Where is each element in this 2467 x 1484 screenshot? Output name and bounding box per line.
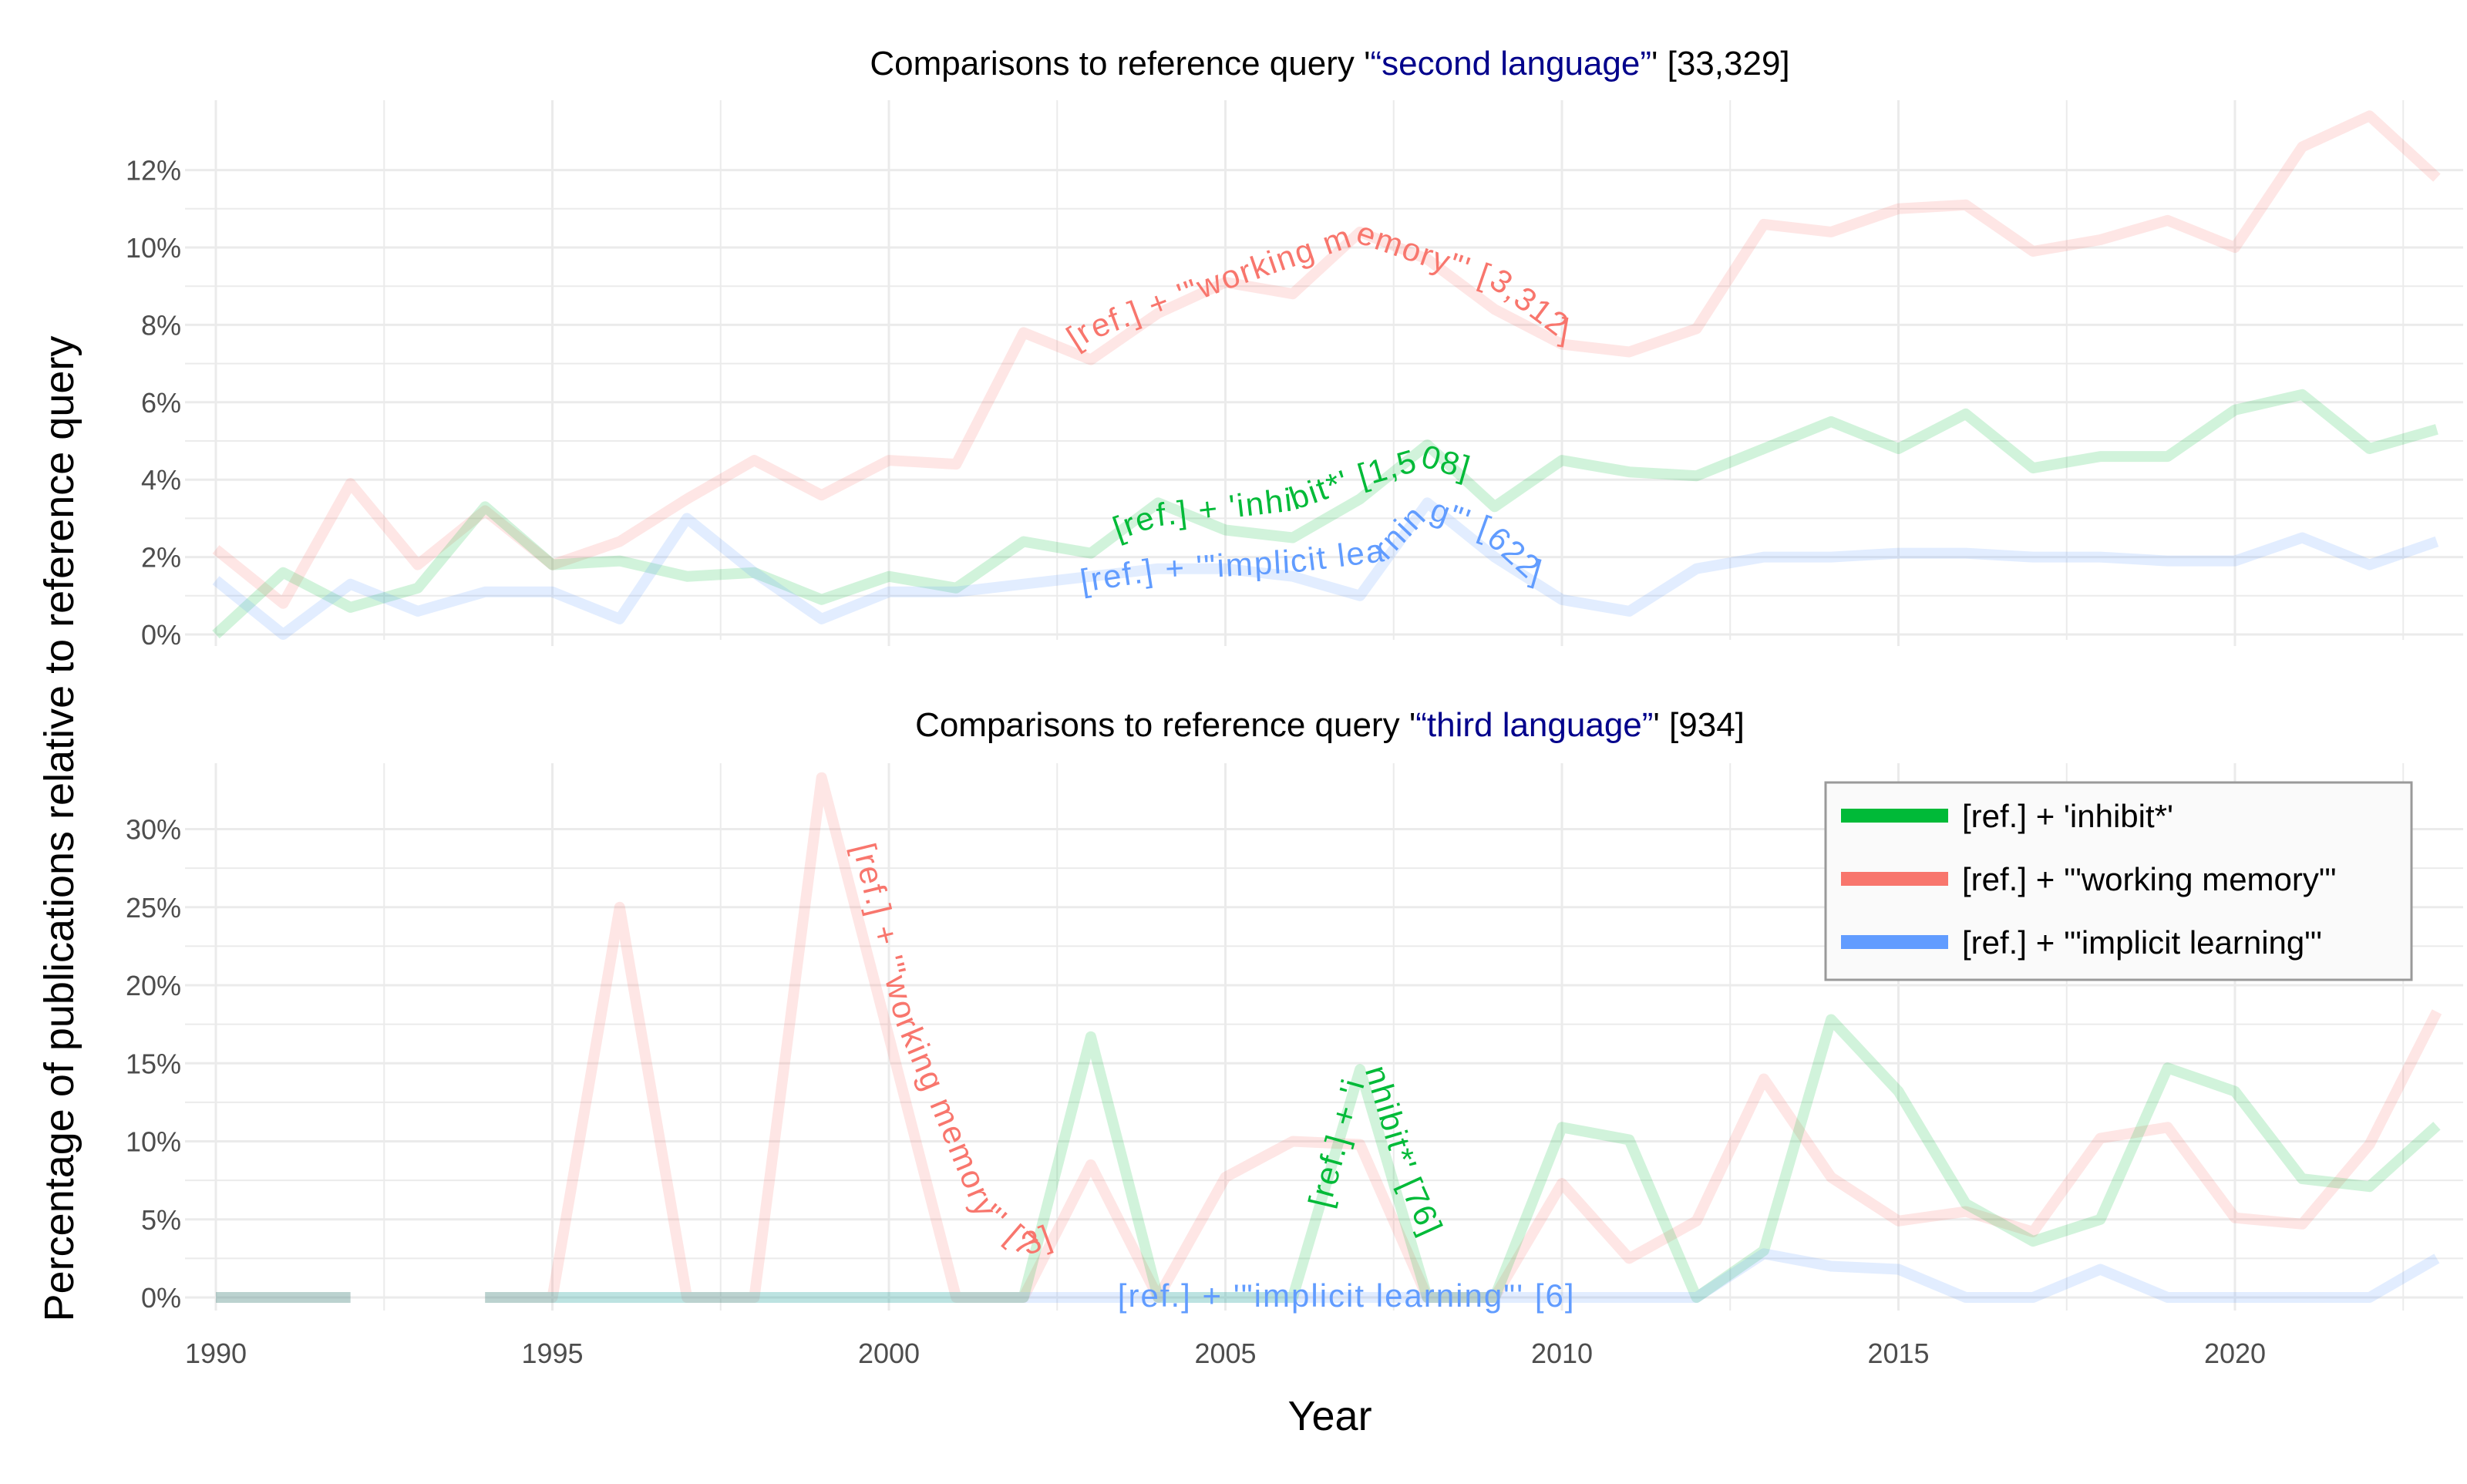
y-tick-label: 30% (126, 814, 181, 846)
legend-label-implicit-learning: [ref.] + '"implicit learning"' (1962, 924, 2322, 961)
legend: [ref.] + 'inhibit*' [ref.] + '"working me… (1826, 782, 2411, 980)
y-tick-label: 6% (141, 387, 181, 419)
x-tick-label: 2000 (858, 1338, 920, 1369)
x-tick-label: 2005 (1194, 1338, 1256, 1369)
x-tick-label: 1990 (185, 1338, 247, 1369)
x-tick-label: 2020 (2204, 1338, 2266, 1369)
series-line-inhibit (485, 1020, 2437, 1298)
x-axis-title: Year (1287, 1393, 1371, 1439)
y-tick-label: 5% (141, 1204, 181, 1236)
y-axis-title: Percentage of publications relative to r… (36, 336, 82, 1322)
series-line-inhibit (216, 395, 2437, 634)
panel-title-suffix: ' [33,329] (1651, 45, 1790, 82)
series-line-working-memory (216, 116, 2437, 604)
y-tick-label: 12% (126, 155, 181, 187)
series-label-inhibit: [ref.] + 'inhibit*' [76] (1301, 1062, 1450, 1242)
panel-title: Comparisons to reference query '“second … (870, 45, 1789, 82)
y-tick-label: 0% (141, 619, 181, 651)
y-tick-label: 8% (141, 309, 181, 341)
panel-1: 0% 2% 4% 6% 8% 10% 12% Comparisons to reference… (126, 45, 2463, 651)
y-tick-label: 20% (126, 970, 181, 1001)
x-tick-label: 2015 (1867, 1338, 1929, 1369)
panel-title-suffix: ' [934] (1653, 706, 1745, 744)
y-tick-label: 0% (141, 1282, 181, 1314)
series-label-working-memory: [ref.] + '"working memory"' [3,312] (1060, 214, 1576, 356)
panel-title-query: “second language” (1371, 45, 1651, 82)
legend-label-inhibit: [ref.] + 'inhibit*' (1962, 798, 2173, 834)
legend-label-working-memory: [ref.] + '"working memory"' (1962, 861, 2337, 897)
y-tick-label: 15% (126, 1048, 181, 1079)
x-axis: 1990 1995 2000 2005 2010 2015 2020 (185, 1338, 2266, 1369)
y-tick-label: 4% (141, 464, 181, 496)
y-tick-label: 10% (126, 232, 181, 264)
panel-title-prefix: Comparisons to reference query ' (870, 45, 1370, 82)
x-tick-label: 1995 (521, 1338, 583, 1369)
y-tick-label: 25% (126, 892, 181, 924)
x-tick-label: 2010 (1531, 1338, 1593, 1369)
y-tick-label: 2% (141, 542, 181, 574)
series-label-working-memory: [ref.] + '"working memory"' [73] (846, 840, 1057, 1264)
panel-title-query: “third language” (1415, 706, 1653, 744)
y-tick-label: 10% (126, 1126, 181, 1158)
series-label-implicit-learning: [ref.] + '"implicit learning"' [6] (1118, 1277, 1576, 1314)
panel-title: Comparisons to reference query '“third l… (915, 706, 1745, 744)
panel-title-prefix: Comparisons to reference query ' (915, 706, 1415, 744)
